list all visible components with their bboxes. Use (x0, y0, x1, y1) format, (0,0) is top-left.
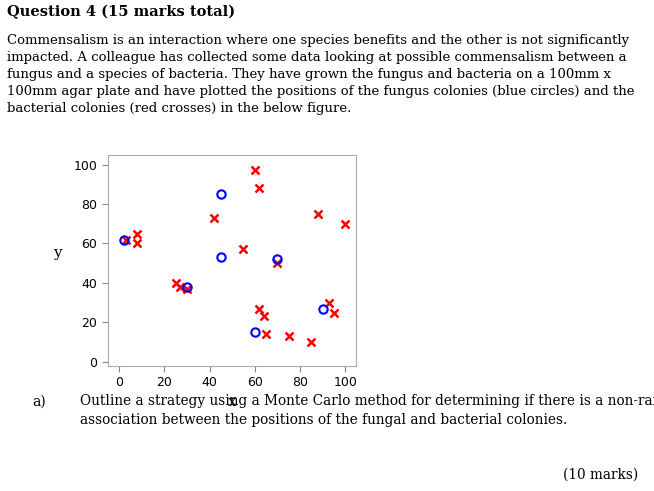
Text: (10 marks): (10 marks) (562, 467, 638, 482)
Text: Question 4 (15 marks total): Question 4 (15 marks total) (7, 5, 235, 19)
Y-axis label: y: y (52, 246, 61, 260)
Text: Commensalism is an interaction where one species benefits and the other is not s: Commensalism is an interaction where one… (7, 34, 634, 115)
Text: a): a) (32, 394, 46, 409)
Text: Outline a strategy using a Monte Carlo method for determining if there is a non-: Outline a strategy using a Monte Carlo m… (80, 394, 654, 427)
X-axis label: x: x (228, 395, 237, 409)
